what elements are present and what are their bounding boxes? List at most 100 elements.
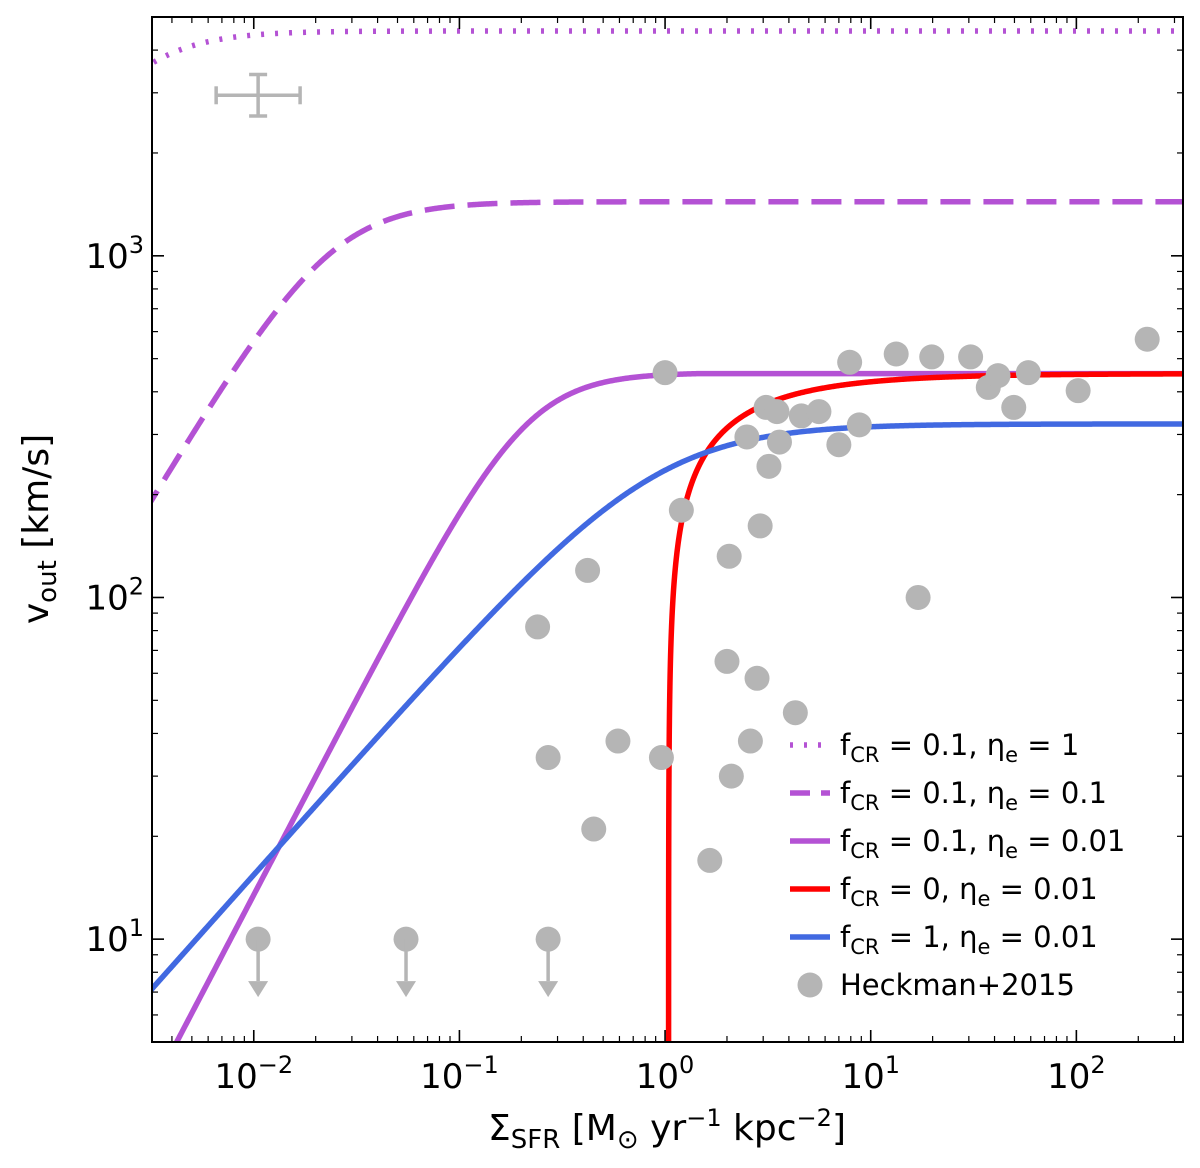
scatter-point [766, 429, 792, 455]
x-label-sun: ⊙ [617, 1125, 639, 1155]
legend-label-part: = 0.1, η [879, 824, 1005, 858]
scatter-point [1065, 378, 1091, 404]
scatter-point [846, 412, 872, 438]
legend-label-sub: e [978, 887, 991, 911]
x-label-exp2: −2 [797, 1104, 832, 1132]
legend-label-sub: CR [850, 743, 879, 767]
x-tick-exp: −2 [258, 1051, 293, 1079]
y-tick-exp: 3 [129, 231, 144, 259]
legend-label-sub: CR [850, 935, 879, 959]
legend-label-part: f [840, 920, 851, 954]
legend-swatch-scatter [797, 972, 823, 998]
legend-label-part: = 0.1, η [879, 776, 1005, 810]
scatter-point [985, 363, 1011, 389]
x-label-units: yr [639, 1108, 687, 1149]
scatter-point [668, 497, 694, 523]
legend-label-part: f [840, 776, 851, 810]
x-tick-base: 10 [841, 1057, 884, 1097]
x-tick-exp: 2 [1090, 1051, 1105, 1079]
scatter-point [697, 847, 723, 873]
x-tick-exp: 0 [679, 1051, 694, 1079]
y-tick-base: 10 [85, 578, 128, 618]
scatter-point [718, 763, 744, 789]
legend-label-5: fCR = 1, ηe = 0.01 [840, 920, 1098, 959]
x-tick-label: 101 [841, 1051, 900, 1097]
scatter-point [756, 453, 782, 479]
legend-label-part: = 0, η [879, 872, 977, 906]
upper-limit-arrow-head [396, 981, 417, 998]
scatter-point [535, 745, 561, 771]
legend-label-4: fCR = 0, ηe = 0.01 [840, 872, 1098, 911]
y-tick-base: 10 [85, 237, 128, 277]
legend-label-sub: e [1005, 743, 1018, 767]
scatter-point [958, 344, 984, 370]
x-tick-base: 10 [1047, 1057, 1090, 1097]
upper-limit-arrow-head [248, 981, 269, 998]
legend-label-sub: e [1005, 839, 1018, 863]
legend-label-part: = 1, η [879, 920, 977, 954]
legend-label-scatter: Heckman+2015 [840, 968, 1075, 1002]
scatter-point [716, 543, 742, 569]
scatter-point [747, 513, 773, 539]
y-label-sub: out [33, 560, 63, 603]
legend-label-2: fCR = 0.1, ηe = 0.1 [840, 776, 1107, 815]
x-tick-exp: 1 [885, 1051, 900, 1079]
x-tick-label: 10−2 [214, 1051, 293, 1097]
data-layer [152, 28, 1183, 1042]
scatter-point [744, 665, 770, 691]
legend-label-sub: e [978, 935, 991, 959]
scatter-point [1134, 326, 1160, 352]
x-tick-label: 102 [1047, 1051, 1106, 1097]
legend-label-sub: CR [850, 839, 879, 863]
legend-label-part: f [840, 824, 851, 858]
scatter-point [764, 399, 790, 425]
x-label-main: Σ [488, 1108, 511, 1149]
x-label-units2: kpc [722, 1108, 797, 1149]
scatter-point [837, 349, 863, 375]
legend-label-1: fCR = 0.1, ηe = 1 [840, 728, 1079, 767]
y-tick-label: 102 [85, 572, 144, 618]
y-axis-label: vout [km/s] [16, 434, 63, 624]
scatter-point [581, 816, 607, 842]
scatter-point [919, 344, 945, 370]
y-tick-label: 103 [85, 231, 144, 277]
legend-label-part: f [840, 872, 851, 906]
scatter-point [652, 360, 678, 386]
legend-label-part: = 0.1 [1018, 776, 1107, 810]
legend-label-part: = 0.01 [990, 920, 1097, 954]
y-label-rest: [km/s] [16, 434, 57, 560]
y-label-main: v [16, 603, 57, 624]
plot-frame [151, 16, 1184, 1043]
legend-label-part: = 0.01 [990, 872, 1097, 906]
scatter-point [1001, 394, 1027, 420]
scatter-point [1015, 360, 1041, 386]
legend-label-part: = 0.01 [1018, 824, 1125, 858]
x-axis-label: ΣSFR [M⊙ yr−1 kpc−2] [488, 1104, 846, 1155]
upper-limit-arrow-head [538, 981, 559, 998]
x-tick-base: 10 [420, 1057, 463, 1097]
scatter-point [905, 584, 931, 610]
x-label-close: ] [832, 1108, 846, 1149]
legend-label-sub: CR [850, 887, 879, 911]
scatter-point [782, 700, 808, 726]
x-label-sub: SFR [511, 1125, 561, 1155]
x-tick-label: 10−1 [420, 1051, 499, 1097]
y-tick-exp: 2 [129, 572, 144, 600]
scatter-point [734, 424, 760, 450]
y-tick-label: 101 [85, 914, 144, 960]
x-label-rest: [M [560, 1108, 617, 1149]
scatter-point [525, 614, 551, 640]
legend-label-sub: CR [850, 791, 879, 815]
legend-label-part: = 1 [1018, 728, 1079, 762]
legend-label-part: f [840, 728, 851, 762]
scatter-point [737, 728, 763, 754]
scatter-point [826, 432, 852, 458]
scatter-point [806, 399, 832, 425]
x-label-exp1: −1 [686, 1104, 721, 1132]
legend-label-part: = 0.1, η [879, 728, 1005, 762]
x-tick-exp: −1 [463, 1051, 498, 1079]
scatter-point [575, 557, 601, 583]
